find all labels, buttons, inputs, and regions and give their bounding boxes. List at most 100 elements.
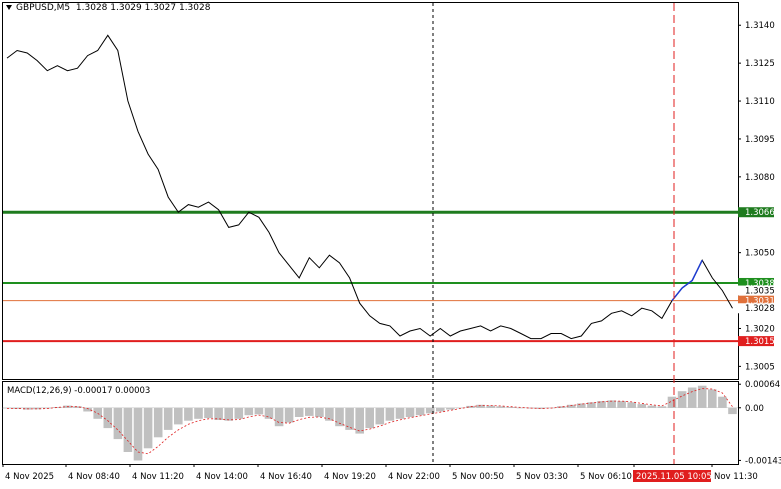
price-tag-label: 1.3031 — [745, 297, 775, 307]
macd-histogram-bar — [12, 407, 22, 409]
macd-histogram-bar — [506, 407, 516, 408]
macd-histogram-bar — [496, 406, 505, 408]
macd-histogram-bar — [284, 407, 294, 423]
macd-histogram-bar — [577, 403, 586, 408]
macd-histogram-bar — [708, 389, 717, 408]
macd-histogram-bar — [657, 406, 667, 408]
macd-histogram-bar — [728, 407, 737, 415]
y-tick-label: 1.3020 — [745, 324, 775, 334]
macd-title: MACD(12,26,9) -0.00017 0.00003 — [7, 386, 151, 396]
y-tick-label: 1.3125 — [745, 59, 775, 69]
y-tick-label: 1.3080 — [745, 173, 775, 183]
macd-histogram-bar — [73, 406, 82, 408]
macd-histogram-bar — [355, 407, 364, 434]
macd-histogram-bar — [677, 391, 687, 408]
macd-histogram-bar — [607, 400, 616, 408]
price-layer — [3, 34, 738, 343]
price-tag-box — [738, 207, 774, 218]
macd-signal-line — [7, 388, 733, 455]
macd-layer — [2, 385, 738, 461]
macd-histogram-bar — [163, 407, 173, 430]
x-tick-label: 4 Nov 22:00 — [388, 472, 440, 482]
y-tick-label: 1.3005 — [745, 362, 775, 372]
price-tag-box — [738, 285, 774, 296]
highlight-move-line — [671, 259, 703, 302]
x-tick-label: 5 Nov 03:30 — [516, 472, 568, 482]
macd-histogram-bar — [405, 407, 415, 417]
macd-histogram-bar — [597, 401, 606, 408]
macd-histogram-bar — [274, 407, 284, 427]
macd-histogram-bar — [446, 407, 455, 410]
macd-histogram-bar — [254, 407, 264, 415]
dropdown-icon[interactable] — [6, 5, 12, 10]
macd-histogram-bar — [234, 407, 244, 419]
price-tag-1-3028: 1.3028 — [738, 303, 775, 314]
macd-histogram-bar — [395, 407, 405, 419]
macd-histogram-bar — [627, 402, 636, 408]
macd-histogram-bar — [143, 407, 153, 449]
price-tag-label: 1.3028 — [745, 304, 775, 314]
macd-histogram-bar — [567, 404, 576, 408]
macd-histogram-bar — [123, 407, 133, 452]
macd-histogram-bar — [103, 407, 113, 429]
macd-tick-label: 0.00064 — [745, 380, 780, 390]
price-panel-frame — [2, 2, 739, 380]
macd-histogram-bar — [204, 407, 213, 419]
macd-histogram-bar — [53, 407, 62, 408]
x-tick-label: 4 Nov 16:40 — [260, 472, 312, 482]
price-tag-1-3015: 1.3015 — [738, 336, 775, 347]
macd-histogram-bar — [536, 407, 546, 409]
macd-histogram-bar — [133, 407, 143, 461]
macd-histogram-bar — [667, 396, 677, 408]
time-marker-box — [633, 470, 711, 482]
price-tag-box — [738, 277, 774, 288]
macd-tick-label: 0.00 — [745, 404, 764, 414]
macd-histogram-bar — [718, 396, 727, 408]
macd-histogram-bar — [184, 407, 193, 421]
price-tag-label: 1.3015 — [745, 337, 775, 347]
macd-histogram-bar — [83, 407, 92, 412]
macd-histogram-bar — [32, 407, 42, 410]
macd-histogram-bar — [476, 404, 485, 408]
price-tag-label: 1.3066 — [745, 208, 775, 218]
x-tick-label: 4 Nov 2025 — [5, 472, 54, 482]
macd-histogram-bar — [415, 407, 425, 416]
macd-histogram-bar — [224, 407, 233, 421]
x-tick-label: 5 Nov 06:10 — [580, 472, 632, 482]
chart-title: GBPUSD,M5 1.3028 1.3029 1.3027 1.3028 — [6, 3, 210, 13]
price-tag-label: 1.3035 — [745, 287, 775, 297]
price-tag-box — [738, 295, 774, 306]
macd-histogram-bar — [687, 387, 697, 408]
macd-histogram-bar — [436, 407, 445, 412]
macd-histogram-bar — [325, 407, 334, 421]
symbol-label: GBPUSD,M5 — [16, 3, 71, 13]
macd-histogram-bar — [466, 405, 475, 408]
macd-histogram-bar — [425, 407, 435, 414]
x-tick-label: 4 Nov 11:20 — [132, 472, 184, 482]
price-tag-1-3031: 1.3031 — [738, 295, 775, 307]
ohlc-values: 1.3028 1.3029 1.3027 1.3028 — [75, 3, 211, 13]
price-tag-box — [738, 336, 774, 347]
macd-histogram-bar — [637, 404, 647, 408]
macd-histogram-bar — [697, 385, 707, 408]
macd-histogram-bar — [174, 407, 183, 425]
macd-histogram-bar — [315, 407, 324, 417]
macd-histogram-bar — [264, 407, 274, 419]
macd-histogram-bar — [456, 407, 465, 409]
macd-histogram-bar — [113, 407, 123, 440]
macd-histogram-bar — [365, 407, 374, 429]
x-tick-label: 4 Nov 08:40 — [68, 472, 120, 482]
price-tag-1-3066: 1.3066 — [738, 207, 775, 218]
y-tick-label: 1.3095 — [745, 135, 775, 145]
macd-histogram-bar — [335, 407, 344, 427]
price-tag-box — [738, 303, 774, 314]
macd-histogram-bar — [617, 401, 626, 408]
macd-histogram-bar — [385, 407, 395, 421]
macd-histogram-bar — [647, 405, 657, 408]
macd-histogram-bar — [244, 407, 254, 416]
macd-histogram-bar — [153, 407, 163, 438]
y-tick-label: 1.3140 — [745, 21, 775, 31]
macd-histogram-bar — [305, 407, 314, 416]
price-line — [6, 34, 733, 340]
